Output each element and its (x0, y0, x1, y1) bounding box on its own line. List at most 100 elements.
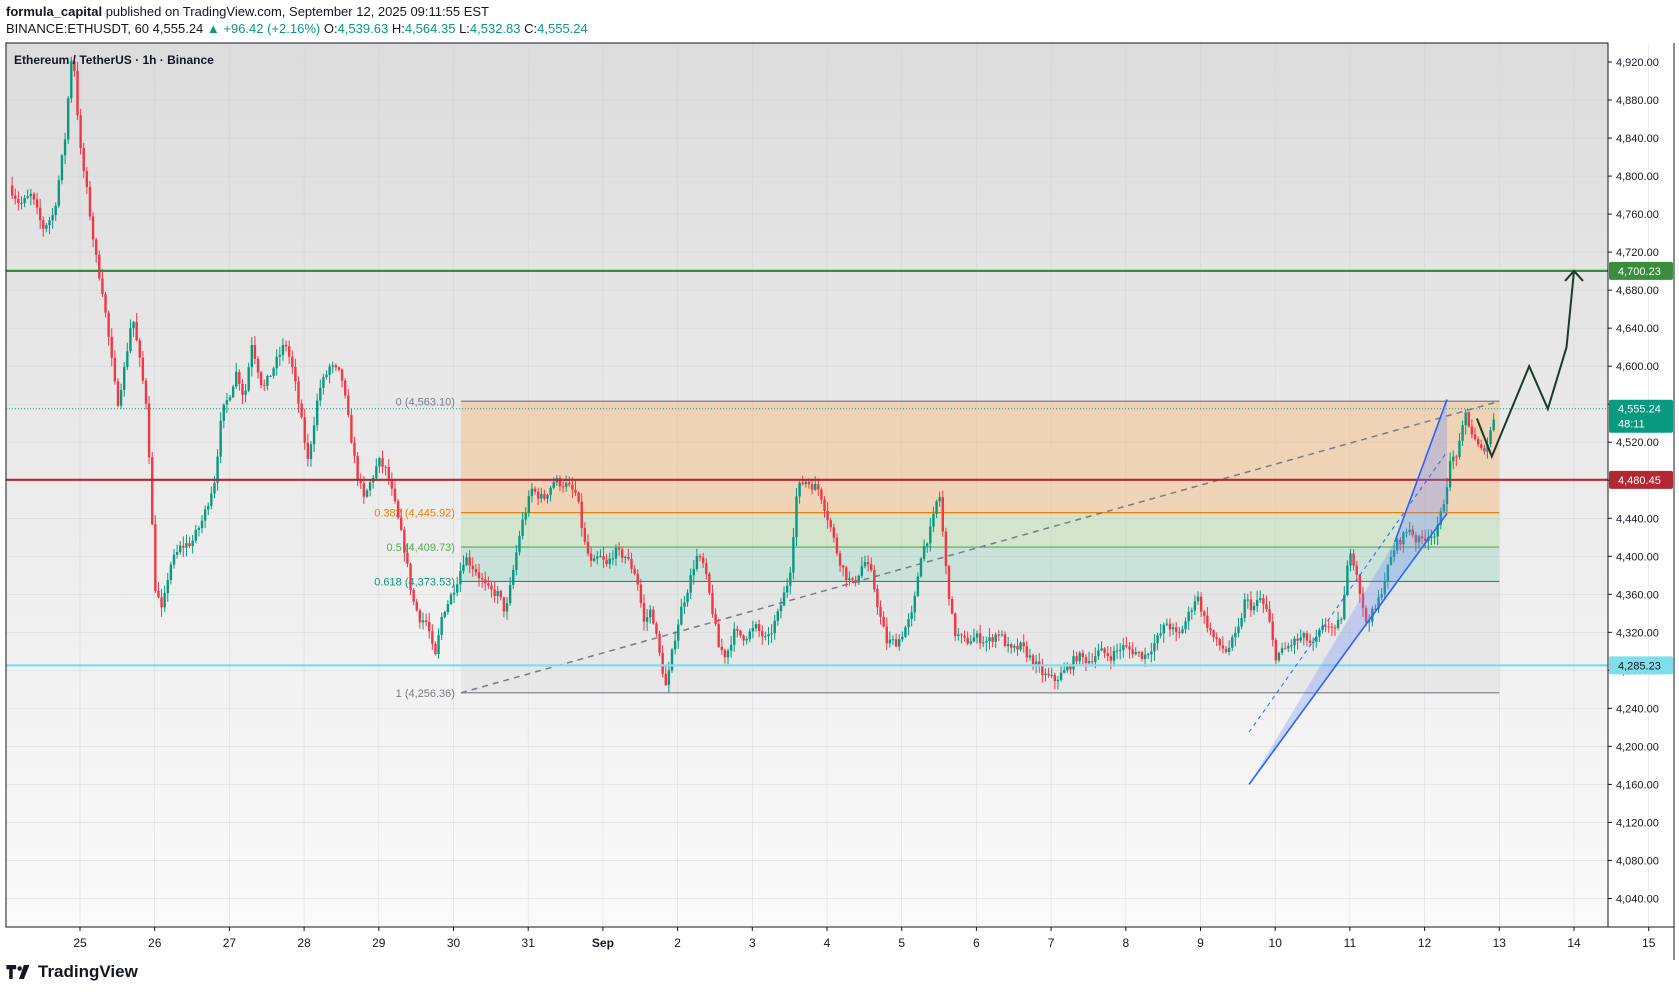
rising-channel[interactable] (1248, 399, 1448, 785)
candle-body (733, 628, 736, 645)
candle-body (350, 415, 353, 443)
candle-body (110, 336, 113, 358)
candle-body (1442, 504, 1446, 512)
candle-body (561, 486, 565, 488)
candle-body (1140, 652, 1144, 659)
fibonacci-retracement[interactable]: 0 (4,563.10) 0.382 (4,445.92) 0.5 (4,409.7… (374, 396, 1500, 700)
candle-body (869, 564, 873, 570)
candle-body (944, 531, 948, 567)
y-tick-label: 4,880.00 (1616, 95, 1659, 107)
candle-body (88, 186, 92, 217)
candle-body (1072, 656, 1075, 670)
candle-body (546, 495, 549, 499)
candle-body (315, 400, 319, 426)
candle-body (835, 537, 839, 554)
candle-body (147, 403, 151, 458)
footer-brand[interactable]: TradingView (6, 962, 138, 982)
candle-body (281, 344, 285, 355)
candle-body (876, 589, 879, 608)
candle-body (655, 623, 658, 634)
candle-body (222, 404, 225, 421)
candle-body (729, 644, 733, 651)
candle-body (795, 496, 798, 538)
candle-body (484, 579, 487, 584)
candle-body (1483, 447, 1486, 452)
candle-body (533, 488, 537, 492)
candle-body (98, 254, 101, 279)
candle-body (1125, 645, 1128, 647)
candle-body (751, 628, 755, 632)
candle-body (1265, 604, 1268, 610)
candle-body (888, 639, 892, 644)
candle-body (1467, 412, 1470, 427)
candle-body (185, 543, 188, 548)
x-tick-label: 11 (1344, 936, 1357, 950)
candle-body (54, 205, 57, 216)
candle-body (680, 606, 683, 625)
candle-body (63, 139, 67, 156)
candle-body (885, 626, 888, 644)
candle-body (331, 365, 334, 367)
candle-body (82, 148, 85, 172)
projection-path[interactable] (1475, 269, 1584, 460)
candle-body (848, 578, 851, 581)
brand-text: TradingView (38, 962, 138, 981)
candle-body (543, 494, 546, 499)
candle-body (278, 354, 282, 357)
candle-body (879, 607, 882, 617)
candle-body (642, 602, 646, 622)
y-tick-label: 4,920.00 (1616, 57, 1659, 69)
candle-body (259, 372, 263, 386)
candle-body (913, 595, 916, 613)
candle-body (1000, 634, 1004, 636)
candle-body (1106, 653, 1109, 657)
candle-body (1112, 650, 1116, 661)
candle-body (51, 215, 54, 221)
price-change: ▲ +96.42 (+2.16%) (206, 21, 321, 36)
candle-body (1150, 651, 1153, 655)
candle-body (823, 499, 826, 511)
y-tick-label: 4,800.00 (1616, 171, 1659, 183)
candle-body (1118, 649, 1122, 651)
candle-body (1380, 594, 1383, 598)
author-name[interactable]: formula_capital (6, 4, 103, 19)
candle-body (969, 641, 972, 644)
time-axis[interactable]: 25 26 27 28 29 30 31 Sep 2 3 4 5 6 7 8 9 10 11 12 13 14 15 (73, 927, 1656, 950)
candle-body (645, 617, 649, 622)
candle-body (203, 509, 207, 521)
candle-body (592, 558, 596, 561)
candle-body (960, 634, 963, 636)
horizontal-levels[interactable] (6, 269, 1608, 667)
y-tick-label: 4,080.00 (1616, 855, 1659, 867)
y-tick-label: 4,720.00 (1616, 247, 1659, 259)
candle-body (160, 597, 163, 608)
candle-body (1031, 655, 1035, 666)
candle-body (1290, 645, 1293, 647)
chart-title: Ethereum / TetherUS · 1h · Binance (14, 53, 214, 67)
candle-body (664, 673, 667, 686)
open-value: 4,539.63 (337, 21, 389, 36)
candle-body (1053, 674, 1057, 682)
candle-body (1455, 456, 1458, 458)
candle-body (782, 592, 786, 606)
candle-body (1293, 638, 1296, 646)
candle-body (1311, 641, 1315, 644)
candle-body (434, 643, 437, 655)
candle-body (415, 601, 418, 611)
candle-body (300, 403, 303, 418)
candle-body (32, 193, 36, 200)
candle-body (972, 637, 976, 642)
candle-body (210, 493, 213, 506)
candle-body (287, 346, 291, 357)
candle-body (322, 377, 325, 388)
candle-body (1190, 610, 1193, 612)
candle-body (1218, 639, 1221, 646)
candle-body (705, 563, 708, 574)
candle-body (38, 207, 42, 221)
candle-body (126, 351, 129, 368)
x-tick-label: 14 (1567, 936, 1581, 950)
candle-body (1044, 673, 1047, 676)
candle-body (577, 492, 580, 502)
candle-body (359, 479, 362, 484)
